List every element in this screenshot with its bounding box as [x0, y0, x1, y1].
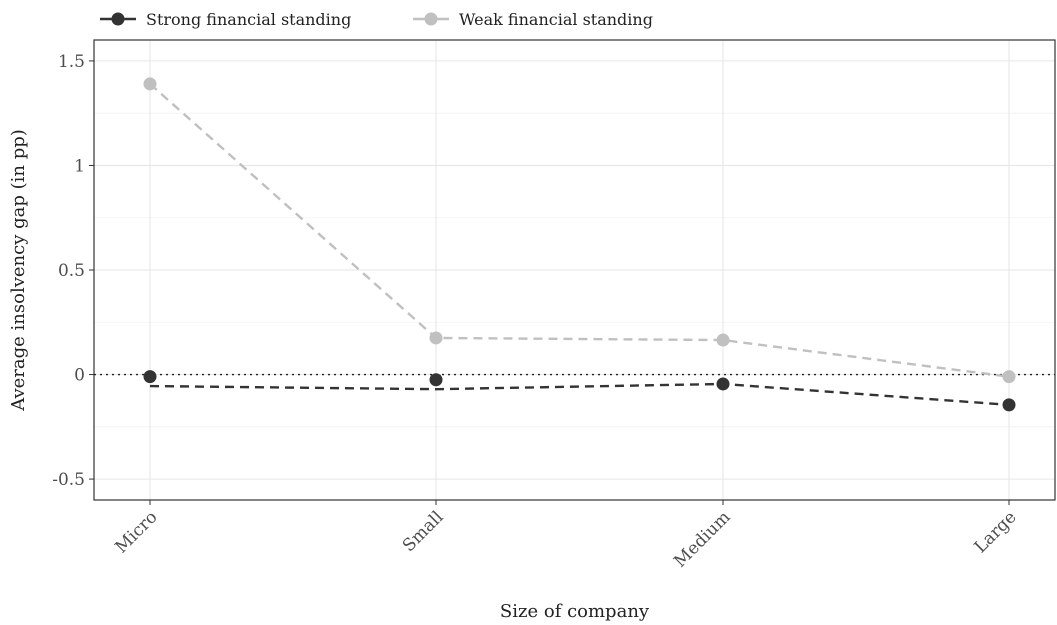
data-point [143, 77, 157, 91]
x-axis-title: Size of company [500, 601, 650, 622]
y-tick-label: -0.5 [52, 470, 85, 490]
gridlines [94, 40, 1055, 500]
series [143, 77, 1016, 384]
series [143, 370, 1016, 412]
data-point [143, 370, 157, 384]
y-axis-title: Average insolvency gap (in pp) [8, 129, 29, 412]
legend-key-point [424, 12, 438, 26]
legend-key-point [111, 12, 125, 26]
x-tick-label: Medium [670, 507, 734, 571]
data-point [1002, 370, 1016, 384]
legend-item: Weak financial standing [413, 10, 653, 29]
legend: Strong financial standing Weak financial … [100, 10, 653, 29]
x-tick-label: Large [971, 507, 1021, 557]
y-tick-label: 0.5 [58, 261, 85, 281]
series-line [149, 382, 1010, 407]
data-point [716, 333, 730, 347]
legend-label: Strong financial standing [146, 10, 351, 29]
data-point [429, 373, 443, 387]
data-point [716, 377, 730, 391]
y-tick-label: 1 [74, 156, 85, 176]
data-point [1002, 398, 1016, 412]
series-line [149, 83, 1010, 378]
legend-label: Weak financial standing [459, 10, 653, 29]
y-tick-label: 1.5 [58, 52, 85, 72]
y-axis: -0.5 0 0.5 1 1.5 [52, 52, 94, 490]
series-layer [143, 77, 1016, 412]
x-axis: Micro Small Medium Large [112, 500, 1021, 572]
x-tick-label: Small [399, 507, 448, 556]
data-point [429, 331, 443, 345]
x-tick-label: Micro [112, 507, 162, 557]
y-tick-label: 0 [74, 366, 85, 386]
legend-item: Strong financial standing [100, 10, 351, 29]
